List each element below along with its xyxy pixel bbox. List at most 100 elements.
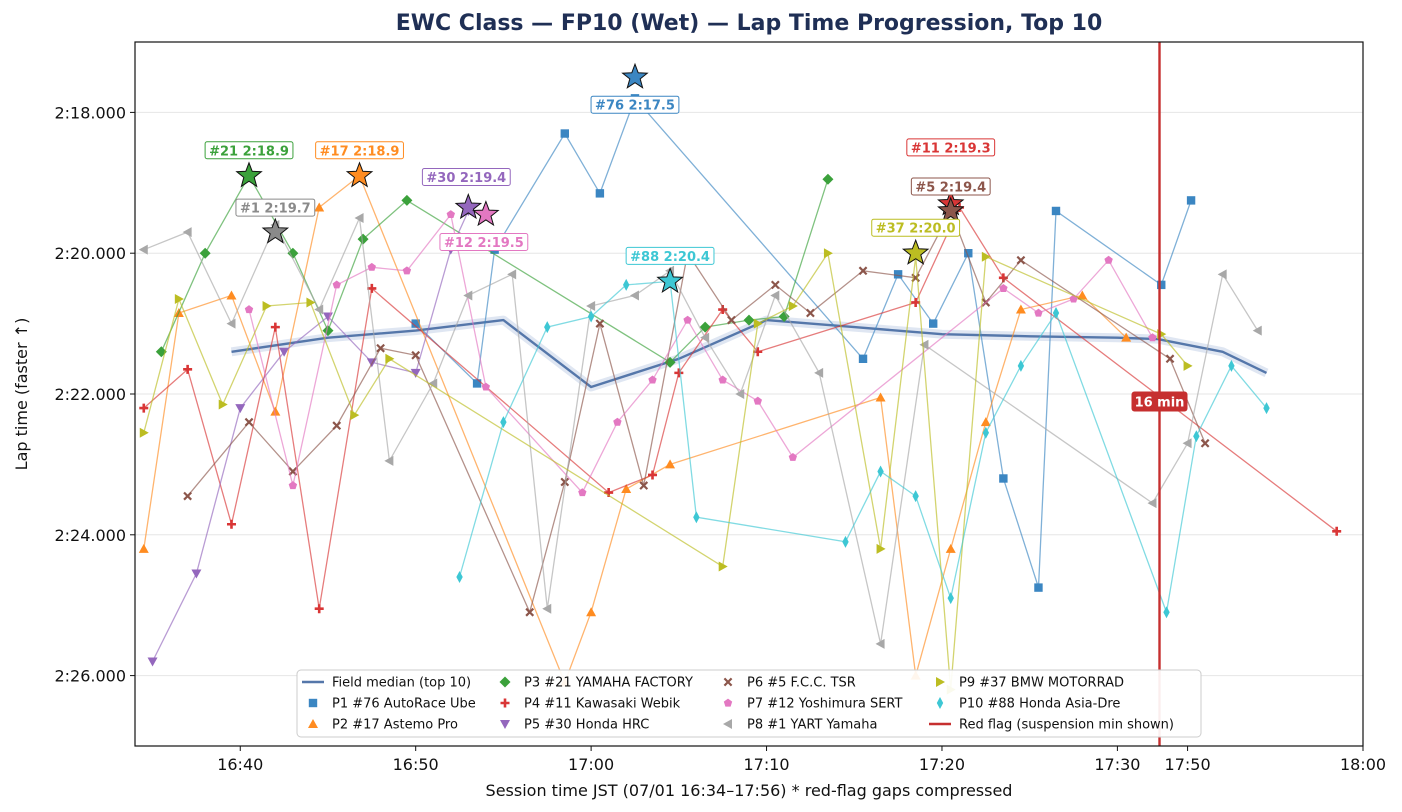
median-band [230, 315, 1269, 392]
legend-marker [500, 720, 510, 729]
y-tick-label: 2:26.000 [54, 667, 126, 686]
data-point [621, 484, 632, 494]
data-point [350, 410, 360, 421]
best-lap-star [235, 161, 263, 188]
data-point [226, 318, 236, 329]
data-point [842, 535, 849, 548]
best-lap-label: #1 2:19.7 [240, 202, 311, 217]
data-point [743, 314, 755, 326]
legend-label: P7 #12 Yoshimura SERT [747, 697, 903, 712]
data-point [332, 421, 342, 431]
legend-item-p4-11-kawasaki-webik: P4 #11 Kawasaki Webik [500, 697, 681, 712]
data-point [244, 305, 254, 314]
series-line [143, 215, 1259, 645]
data-point [788, 453, 797, 461]
red-flag-label: 16 min [1135, 395, 1185, 410]
data-point [1104, 255, 1113, 264]
data-point [1186, 196, 1196, 205]
data-point [814, 367, 824, 378]
legend-marker [308, 698, 318, 708]
data-point [1017, 359, 1025, 372]
data-point [287, 247, 299, 259]
data-point [314, 604, 324, 614]
x-tick-label: 17:30 [1094, 755, 1140, 774]
data-point [999, 284, 1008, 292]
legend-label: P5 #30 Honda HRC [524, 718, 649, 733]
series-line [187, 209, 1206, 615]
legend-label: P8 #1 YART Yamaha [747, 718, 877, 733]
data-point [1148, 333, 1157, 342]
data-point [270, 322, 280, 332]
best-lap-label: #5 2:19.4 [915, 180, 986, 195]
best-lap-label-box [871, 218, 961, 237]
data-point [1034, 308, 1043, 317]
best-lap-label-box [906, 138, 996, 157]
data-point [446, 210, 455, 218]
data-point [270, 406, 281, 416]
red-flag-badge [1131, 391, 1188, 412]
data-point [648, 470, 658, 480]
x-axis-title: Session time JST (07/01 16:34–17:56) * r… [486, 781, 1013, 800]
data-point [893, 270, 903, 279]
data-point [357, 233, 369, 245]
data-point [411, 350, 421, 360]
legend-marker [308, 719, 318, 728]
data-point [322, 325, 334, 337]
data-point [595, 189, 605, 198]
data-point [1051, 206, 1061, 216]
legend-item-p7-12-yoshimura-sert: P7 #12 Yoshimura SERT [723, 697, 903, 712]
x-tick-label: 17:10 [743, 755, 789, 774]
data-point [218, 399, 228, 410]
best-lap-star [937, 196, 965, 223]
data-point [693, 511, 700, 524]
legend-item-red-flag-suspension-min-shown: Red flag (suspension min shown) [929, 718, 1174, 733]
data-point [138, 543, 149, 553]
data-point [139, 403, 149, 413]
data-point [472, 379, 482, 388]
x-tick-label: 18:00 [1340, 755, 1386, 774]
best-lap-label-box [315, 141, 404, 160]
data-point [463, 290, 473, 301]
best-lap-label-box [590, 95, 680, 114]
data-point [770, 280, 780, 290]
series-line [143, 251, 1189, 690]
x-tick-label: 17:50 [1165, 755, 1211, 774]
data-point [700, 332, 710, 343]
data-point [428, 378, 438, 389]
data-point [183, 491, 193, 501]
legend-label: P6 #5 F.C.C. TSR [747, 676, 856, 691]
best-lap-star [454, 192, 483, 220]
legend-box [296, 669, 1202, 738]
data-point [1147, 498, 1157, 509]
legend-label: Field median (top 10) [332, 676, 471, 691]
data-point [279, 347, 290, 357]
data-point [262, 301, 272, 311]
legend: Field median (top 10) P1 #76 AutoRace Ube… [296, 669, 1202, 738]
data-point [648, 375, 657, 384]
data-point [674, 368, 684, 378]
data-point [138, 244, 148, 255]
best-lap-star [621, 62, 649, 89]
best-lap-annotations: #76 2:17.5 #21 2:18.9 #17 2:18.9 #1 2:19.7 #… [204, 62, 996, 294]
data-point [875, 638, 885, 649]
data-point [982, 426, 990, 439]
data-point [1016, 255, 1026, 265]
data-point [788, 301, 798, 311]
data-point [314, 202, 325, 212]
data-point [507, 269, 517, 280]
data-point [929, 319, 938, 328]
best-lap-label: #21 2:18.9 [209, 144, 289, 159]
data-point [947, 592, 954, 605]
legend-label: P1 #76 AutoRace Ube [332, 697, 476, 712]
legend-marker [723, 677, 733, 687]
data-point [727, 315, 736, 325]
data-point [542, 603, 552, 614]
data-point [174, 293, 184, 304]
data-point [182, 227, 192, 238]
best-lap-label-box [204, 141, 294, 160]
data-point [999, 474, 1008, 483]
data-point [945, 543, 956, 553]
best-lap-label: #11 2:19.3 [911, 141, 991, 156]
